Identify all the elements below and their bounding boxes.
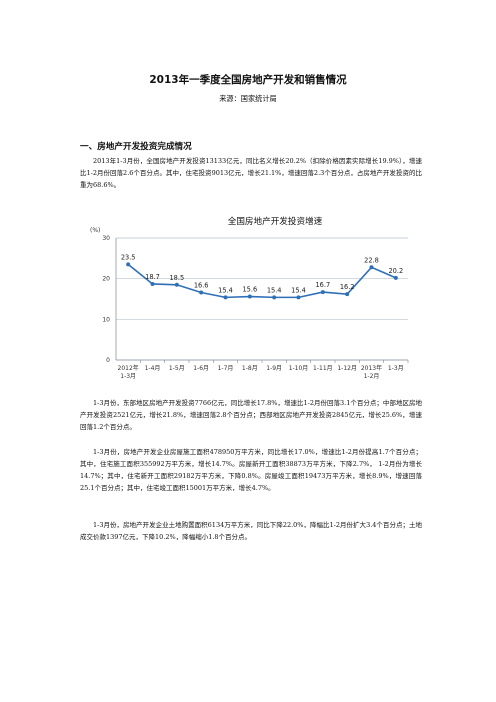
- x-tick-label: 1-3月: [388, 365, 404, 372]
- data-point: [345, 292, 350, 297]
- x-tick-label: 1-9月: [266, 365, 282, 372]
- y-tick-label: 30: [102, 235, 110, 242]
- chart-grid: [115, 237, 409, 363]
- data-label: 15.4: [267, 286, 282, 294]
- data-point: [296, 295, 301, 300]
- x-tick-label: 2012年: [118, 364, 139, 372]
- data-label: 22.8: [364, 256, 379, 264]
- y-tick-label: 20: [102, 276, 110, 283]
- data-point: [369, 265, 374, 270]
- data-point: [199, 290, 204, 295]
- section-heading-investment: 一、房地产开发投资完成情况: [80, 142, 192, 152]
- x-tick-label: 1-8月: [242, 365, 258, 372]
- data-label: 18.5: [169, 274, 184, 282]
- x-tick-label: 1-3月: [120, 373, 136, 380]
- document-title: 2013年一季度全国房地产开发和销售情况: [149, 74, 347, 86]
- data-label: 16.2: [340, 283, 355, 291]
- investment-growth-chart: 全国房地产开发投资增速 (%) 0 10 20 30 2012年 1-3月 1-4月 1-5…: [80, 212, 420, 390]
- paragraph-land-purchase: 1-3月份，房地产开发企业土地购置面积6134万平方米，同比下降22.0%，降幅…: [80, 521, 422, 541]
- data-label: 16.7: [315, 281, 330, 289]
- x-tick-label: 1-12月: [337, 365, 357, 372]
- x-tick-label: 1-7月: [218, 365, 234, 372]
- x-tick-label: 1-5月: [169, 365, 185, 372]
- x-tick-label: 1-10月: [289, 365, 309, 372]
- data-label: 20.2: [388, 267, 403, 275]
- x-tick-label: 2013年: [361, 364, 382, 372]
- paragraph-investment-summary: 2013年1-3月份，全国房地产开发投资13133亿元，同比名义增长20.2%（…: [80, 157, 422, 189]
- data-point: [223, 295, 228, 300]
- x-tick-label: 1-4月: [145, 365, 161, 372]
- y-tick-label: 10: [102, 316, 110, 323]
- data-label: 18.7: [145, 273, 160, 281]
- y-axis-ticks: 0 10 20 30: [102, 235, 110, 364]
- paragraph-regional-investment: 1-3月份，东部地区房地产开发投资7766亿元，同比增长17.8%，增速比1-2…: [80, 399, 422, 431]
- data-label: 15.6: [242, 286, 257, 294]
- chart-series: 23.5 18.7 18.5 16.6 15.4 15.6 15.4 15.4 16.7 16.2…: [121, 253, 403, 300]
- data-label: 16.6: [194, 281, 209, 289]
- data-point: [174, 282, 179, 287]
- data-point: [272, 295, 277, 300]
- x-tick-label: 1-11月: [313, 365, 333, 372]
- data-point: [247, 294, 252, 299]
- y-axis-label: (%): [90, 227, 100, 234]
- data-point: [126, 262, 131, 267]
- series-line: [127, 263, 397, 299]
- data-point: [393, 275, 398, 280]
- data-label: 23.5: [121, 253, 136, 261]
- y-tick-label: 0: [106, 357, 110, 364]
- x-tick-label: 1-6月: [193, 365, 209, 372]
- data-point: [150, 281, 155, 286]
- x-tick-label: 1-2月: [364, 373, 380, 380]
- data-label: 15.4: [218, 286, 233, 294]
- chart-title: 全国房地产开发投资增速: [228, 215, 323, 227]
- data-point: [320, 290, 325, 295]
- document-source: 来源：国家统计局: [219, 94, 277, 103]
- paragraph-floor-area: 1-3月份，房地产开发企业房屋施工面积478950万平方米，同比增长17.0%，…: [80, 448, 422, 492]
- data-label: 15.4: [291, 286, 306, 294]
